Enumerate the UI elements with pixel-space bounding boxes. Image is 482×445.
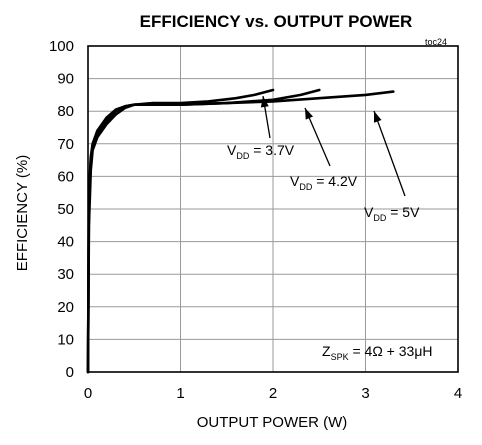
y-tick-label: 50: [57, 201, 74, 218]
chart-tag: toc24: [425, 37, 447, 47]
y-tick-label: 10: [57, 331, 74, 348]
y-tick-label: 0: [66, 364, 74, 381]
arrowhead: [260, 96, 269, 108]
series-line-3: [86, 90, 395, 374]
y-tick-label: 100: [49, 38, 74, 55]
x-tick-label: 1: [176, 385, 184, 402]
series-lines: [86, 88, 395, 374]
x-tick-label: 2: [269, 385, 277, 402]
arrowhead: [374, 111, 382, 123]
y-tick-label: 20: [57, 299, 74, 316]
series-label-3: VDD = 5V: [364, 204, 420, 223]
x-tick-label: 3: [361, 385, 369, 402]
y-tick-label: 60: [57, 168, 74, 185]
arrowhead: [305, 108, 314, 120]
label-leader-line: [373, 110, 406, 197]
y-tick-label: 30: [57, 266, 74, 283]
x-tick-label: 4: [454, 385, 462, 402]
y-tick-label: 70: [57, 136, 74, 153]
impedance-annotation: ZSPK = 4Ω + 33μH: [322, 343, 433, 362]
tick-labels: 0 10 20 30 40 50 60 70 80 90 100 0 1 2 3 4: [49, 38, 462, 402]
series-line-2: [86, 88, 321, 374]
series-labels: VDD = 3.7V VDD = 4.2V VDD = 5V: [227, 95, 420, 223]
y-axis-label: EFFICIENCY (%): [14, 155, 31, 271]
series-label-2: VDD = 4.2V: [290, 173, 358, 192]
y-tick-label: 40: [57, 234, 74, 251]
chart-title: EFFICIENCY vs. OUTPUT POWER: [140, 12, 413, 31]
y-tick-label: 80: [57, 103, 74, 120]
series-label-1: VDD = 3.7V: [227, 142, 295, 161]
x-axis-label: OUTPUT POWER (W): [197, 414, 348, 431]
x-tick-label: 0: [84, 385, 92, 402]
y-tick-label: 90: [57, 71, 74, 88]
